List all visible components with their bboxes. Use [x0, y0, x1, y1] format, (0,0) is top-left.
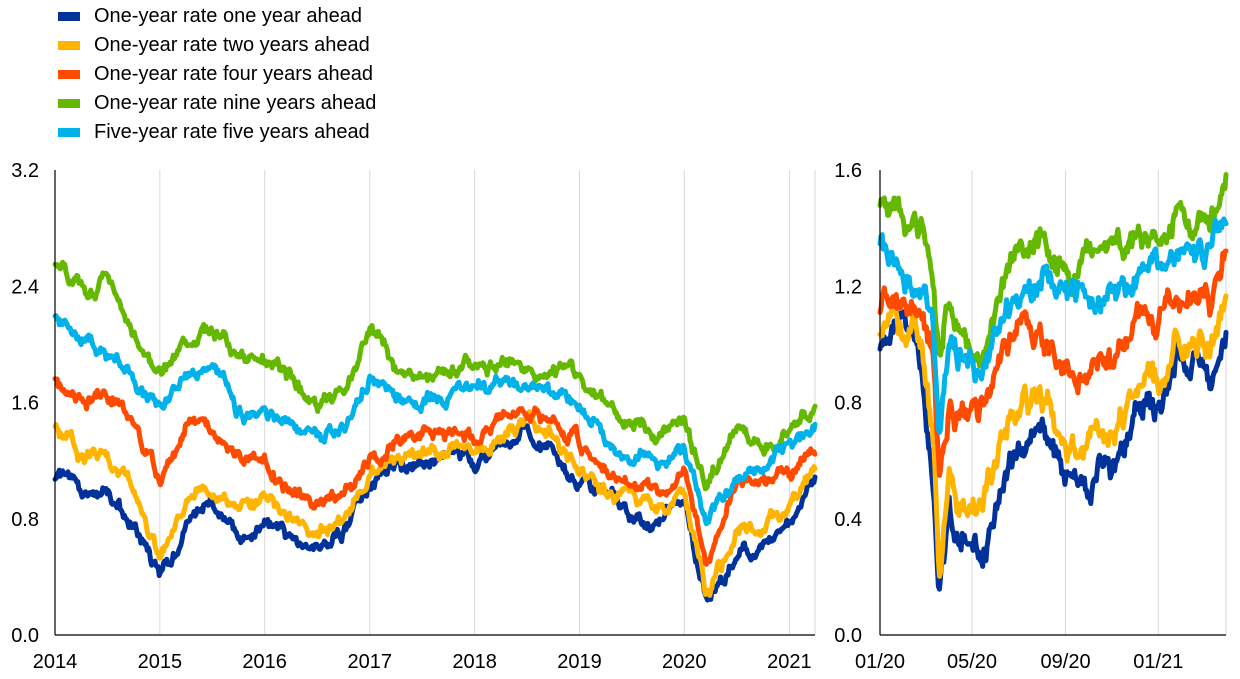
series-line [52, 259, 818, 492]
legend-swatch [58, 70, 80, 79]
x-tick-label: 2014 [33, 651, 78, 673]
legend-swatch [58, 41, 80, 50]
x-tick-label: 2018 [452, 651, 497, 673]
legend-swatch [58, 99, 80, 108]
x-tick-label: 2016 [242, 651, 287, 673]
series-line [877, 248, 1229, 478]
series-line [52, 376, 818, 567]
chart-panel: 0.0 0.8 1.6 2.4 3.2 2014 2015 2016 2017 2018 2019 2… [11, 160, 818, 673]
series-line [877, 216, 1229, 435]
y-tick-label: 1.2 [834, 276, 862, 298]
x-tick-label: 2020 [662, 651, 707, 673]
legend-item: One-year rate two years ahead [58, 31, 376, 60]
legend-item: One-year rate nine years ahead [58, 89, 376, 118]
y-tick-label: 0.8 [834, 393, 862, 415]
x-tick-label: 2015 [138, 651, 183, 673]
y-tick-label: 0.0 [834, 625, 862, 647]
legend-item: One-year rate one year ahead [58, 2, 376, 31]
series-line [52, 409, 818, 598]
legend-item: One-year rate four years ahead [58, 60, 376, 89]
x-tick-label: 2021 [767, 651, 812, 673]
legend-label: One-year rate nine years ahead [94, 92, 377, 114]
y-tick-label: 0.0 [11, 625, 39, 647]
chart-panel: 0.0 0.4 0.8 1.2 1.6 01/20 05/20 09/20 01/21 [834, 160, 1229, 673]
legend-label: One-year rate one year ahead [94, 5, 362, 27]
legend-item: Five-year rate five years ahead [58, 118, 376, 147]
legend-swatch [58, 128, 80, 137]
legend: One-year rate one year ahead One-year ra… [58, 2, 376, 147]
legend-label: One-year rate four years ahead [94, 63, 374, 85]
y-tick-label: 3.2 [11, 160, 39, 182]
legend-swatch [58, 12, 80, 21]
x-tick-label: 01/20 [855, 651, 905, 673]
x-tick-label: 05/20 [947, 651, 997, 673]
y-tick-label: 0.4 [834, 509, 862, 531]
legend-label: Five-year rate five years ahead [94, 121, 370, 143]
y-tick-label: 1.6 [834, 160, 862, 182]
x-tick-label: 2019 [557, 651, 602, 673]
series-line [877, 293, 1229, 579]
y-tick-label: 2.4 [11, 276, 39, 298]
x-tick-label: 09/20 [1041, 651, 1091, 673]
x-tick-label: 2017 [348, 651, 393, 673]
series-line [877, 172, 1229, 369]
y-tick-label: 1.6 [11, 393, 39, 415]
y-tick-label: 0.8 [11, 509, 39, 531]
x-tick-label: 01/21 [1133, 651, 1183, 673]
legend-label: One-year rate two years ahead [94, 34, 370, 56]
series-line [52, 313, 818, 527]
